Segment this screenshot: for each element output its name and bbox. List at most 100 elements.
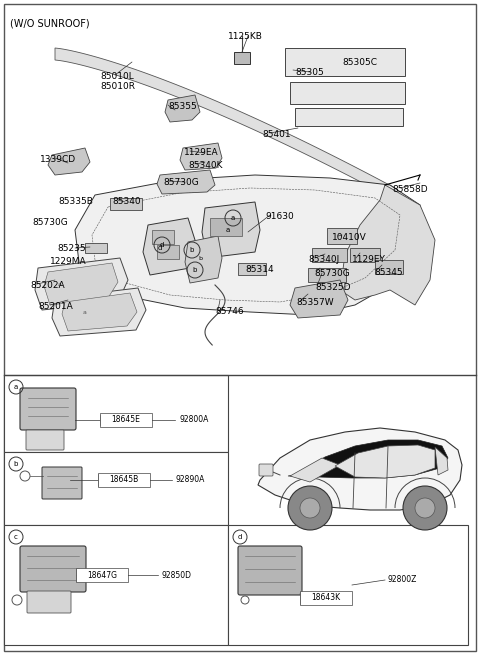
Polygon shape bbox=[44, 263, 118, 305]
Text: a: a bbox=[226, 227, 230, 233]
Text: 92890A: 92890A bbox=[176, 476, 205, 485]
Text: 85730G: 85730G bbox=[163, 178, 199, 187]
Text: 85202A: 85202A bbox=[30, 281, 65, 290]
Text: 85010L: 85010L bbox=[100, 72, 134, 81]
Text: d: d bbox=[158, 245, 162, 251]
Text: (W/O SUNROOF): (W/O SUNROOF) bbox=[10, 18, 90, 28]
Text: 85305C: 85305C bbox=[342, 58, 377, 67]
Text: 18645E: 18645E bbox=[111, 415, 141, 424]
Text: 85730G: 85730G bbox=[314, 269, 350, 278]
Text: 18645B: 18645B bbox=[109, 476, 139, 485]
Text: 85746: 85746 bbox=[215, 307, 244, 316]
Polygon shape bbox=[35, 258, 128, 310]
FancyBboxPatch shape bbox=[285, 48, 405, 76]
Bar bbox=[312, 248, 347, 262]
Bar bbox=[210, 218, 242, 236]
Text: 85305: 85305 bbox=[295, 68, 324, 77]
Bar bbox=[157, 245, 179, 259]
Polygon shape bbox=[290, 280, 348, 318]
FancyBboxPatch shape bbox=[295, 108, 403, 126]
Text: 92800Z: 92800Z bbox=[388, 576, 418, 584]
Polygon shape bbox=[335, 445, 435, 478]
FancyBboxPatch shape bbox=[300, 591, 352, 605]
Text: b: b bbox=[198, 255, 202, 261]
Text: 85355: 85355 bbox=[168, 102, 197, 111]
Bar bbox=[4, 525, 228, 645]
FancyBboxPatch shape bbox=[98, 473, 150, 487]
FancyBboxPatch shape bbox=[42, 467, 82, 499]
Text: 85201A: 85201A bbox=[38, 302, 73, 311]
FancyBboxPatch shape bbox=[27, 591, 71, 613]
Text: d: d bbox=[238, 534, 242, 540]
Text: b: b bbox=[190, 247, 194, 253]
Polygon shape bbox=[157, 170, 215, 194]
Bar bbox=[238, 263, 266, 275]
Text: 1125KB: 1125KB bbox=[228, 32, 263, 41]
Bar bbox=[110, 198, 142, 210]
Polygon shape bbox=[180, 143, 222, 170]
Bar bbox=[228, 525, 468, 645]
Text: d: d bbox=[160, 242, 164, 248]
FancyBboxPatch shape bbox=[20, 388, 76, 430]
FancyBboxPatch shape bbox=[26, 430, 64, 450]
FancyBboxPatch shape bbox=[290, 82, 405, 104]
Polygon shape bbox=[62, 293, 137, 331]
Text: 92850D: 92850D bbox=[162, 571, 192, 580]
Text: 1229MA: 1229MA bbox=[50, 257, 86, 266]
Text: a: a bbox=[58, 282, 62, 288]
Text: 85345: 85345 bbox=[374, 268, 403, 277]
Text: a: a bbox=[14, 384, 18, 390]
Text: 1129EA: 1129EA bbox=[184, 148, 218, 157]
Bar bbox=[4, 452, 228, 525]
FancyBboxPatch shape bbox=[76, 568, 128, 582]
FancyBboxPatch shape bbox=[238, 546, 302, 595]
Text: 91630: 91630 bbox=[265, 212, 294, 221]
Text: 85010R: 85010R bbox=[100, 82, 135, 91]
Text: b: b bbox=[193, 267, 197, 273]
Text: a: a bbox=[231, 215, 235, 221]
Polygon shape bbox=[52, 288, 146, 336]
Text: 85730G: 85730G bbox=[32, 218, 68, 227]
Text: c: c bbox=[14, 534, 18, 540]
Text: 18643K: 18643K bbox=[312, 593, 341, 603]
Text: 85858D: 85858D bbox=[392, 185, 428, 194]
Text: 85401: 85401 bbox=[262, 130, 290, 139]
Bar bbox=[234, 52, 250, 64]
FancyBboxPatch shape bbox=[20, 546, 86, 592]
Circle shape bbox=[288, 486, 332, 530]
Circle shape bbox=[300, 498, 320, 518]
Polygon shape bbox=[165, 95, 200, 122]
Polygon shape bbox=[185, 236, 222, 283]
Polygon shape bbox=[48, 148, 90, 175]
Text: 10410V: 10410V bbox=[332, 233, 367, 242]
FancyBboxPatch shape bbox=[100, 413, 152, 427]
Bar bbox=[375, 260, 403, 274]
Polygon shape bbox=[340, 185, 435, 305]
Polygon shape bbox=[288, 440, 448, 478]
Text: b: b bbox=[14, 461, 18, 467]
Text: a: a bbox=[83, 310, 87, 316]
Polygon shape bbox=[290, 458, 340, 482]
Text: 85314: 85314 bbox=[245, 265, 274, 274]
Text: 85335B: 85335B bbox=[58, 197, 93, 206]
Polygon shape bbox=[202, 202, 260, 258]
Bar bbox=[4, 375, 228, 452]
FancyBboxPatch shape bbox=[259, 464, 273, 476]
Polygon shape bbox=[75, 175, 420, 315]
Bar bbox=[152, 230, 174, 244]
Circle shape bbox=[415, 498, 435, 518]
Bar bbox=[327, 228, 357, 244]
Text: 85340J: 85340J bbox=[308, 255, 339, 264]
Polygon shape bbox=[435, 447, 448, 475]
Polygon shape bbox=[143, 218, 195, 275]
Text: 85340K: 85340K bbox=[188, 161, 223, 170]
Text: 85235: 85235 bbox=[57, 244, 85, 253]
Bar bbox=[350, 248, 380, 262]
Text: 1339CD: 1339CD bbox=[40, 155, 76, 164]
Text: 18647G: 18647G bbox=[87, 571, 117, 580]
Text: 85357W: 85357W bbox=[296, 298, 334, 307]
Bar bbox=[85, 243, 107, 253]
Polygon shape bbox=[258, 428, 462, 510]
Text: 1129EY: 1129EY bbox=[352, 255, 386, 264]
Circle shape bbox=[403, 486, 447, 530]
